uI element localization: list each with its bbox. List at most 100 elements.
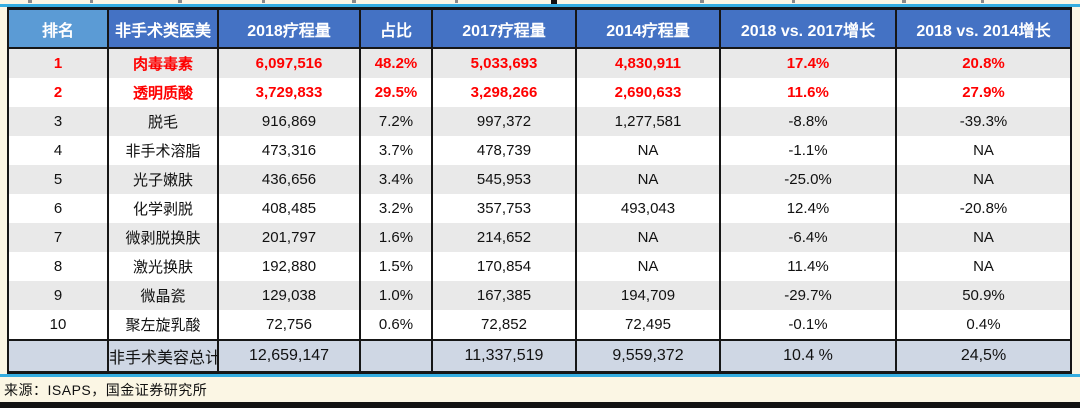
source-note: 来源：ISAPS，国金证券研究所 bbox=[4, 382, 208, 398]
total-cell-2014-volume: 9,559,372 bbox=[575, 339, 721, 373]
cell-growth-2018-vs-2017: 11.4% bbox=[719, 252, 897, 281]
cell-rank: 10 bbox=[7, 310, 109, 340]
cell-growth-2018-vs-2014: 27.9% bbox=[895, 78, 1072, 107]
total-cell-procedure-name: 非手术美容总计 bbox=[107, 339, 219, 373]
cell-share: 29.5% bbox=[359, 78, 433, 107]
cell-2017-volume: 72,852 bbox=[431, 310, 577, 340]
cell-2017-volume: 545,953 bbox=[431, 165, 577, 194]
cell-2014-volume: 1,277,581 bbox=[575, 107, 721, 136]
cell-2014-volume: 194,709 bbox=[575, 281, 721, 310]
cell-growth-2018-vs-2014: NA bbox=[895, 136, 1072, 165]
cell-2017-volume: 997,372 bbox=[431, 107, 577, 136]
total-cell-2017-volume: 11,337,519 bbox=[431, 339, 577, 373]
cell-procedure-name: 透明质酸 bbox=[107, 78, 219, 107]
cell-growth-2018-vs-2017: -25.0% bbox=[719, 165, 897, 194]
cell-procedure-name: 肉毒毒素 bbox=[107, 48, 219, 78]
cropped-title-remnant bbox=[981, 0, 984, 3]
cell-2017-volume: 214,652 bbox=[431, 223, 577, 252]
cell-procedure-name: 脱毛 bbox=[107, 107, 219, 136]
cell-procedure-name: 聚左旋乳酸 bbox=[107, 310, 219, 340]
cropped-title-remnant bbox=[792, 0, 795, 3]
cropped-title-remnant bbox=[90, 0, 93, 3]
cell-growth-2018-vs-2014: NA bbox=[895, 252, 1072, 281]
table-row: 10 聚左旋乳酸 72,756 0.6% 72,852 72,495 -0.1% 0.4% bbox=[7, 310, 1072, 340]
cell-2017-volume: 478,739 bbox=[431, 136, 577, 165]
cell-2017-volume: 170,854 bbox=[431, 252, 577, 281]
total-cell-growth-2018-vs-2014: 24,5% bbox=[895, 339, 1072, 373]
cell-2017-volume: 5,033,693 bbox=[431, 48, 577, 78]
cropped-title-remnant bbox=[455, 0, 458, 3]
table-row: 7 微剥脱换肤 201,797 1.6% 214,652 NA -6.4% NA bbox=[7, 223, 1072, 252]
cell-rank: 5 bbox=[7, 165, 109, 194]
cell-2014-volume: 4,830,911 bbox=[575, 48, 721, 78]
column-header-procedure-name: 非手术类医美 bbox=[107, 8, 219, 49]
non-surgical-procedures-table: 排名 非手术类医美 2018疗程量 占比 2017疗程量 2014疗程量 2018 vs. … bbox=[7, 7, 1072, 374]
cell-growth-2018-vs-2017: -8.8% bbox=[719, 107, 897, 136]
cell-2014-volume: NA bbox=[575, 165, 721, 194]
cell-2014-volume: 2,690,633 bbox=[575, 78, 721, 107]
cell-2018-volume: 72,756 bbox=[217, 310, 361, 340]
cell-growth-2018-vs-2014: -39.3% bbox=[895, 107, 1072, 136]
table-row: 6 化学剥脱 408,485 3.2% 357,753 493,043 12.4% -20.8… bbox=[7, 194, 1072, 223]
bottom-bar bbox=[0, 402, 1080, 408]
cropped-title-remnant bbox=[352, 0, 356, 3]
cell-procedure-name: 化学剥脱 bbox=[107, 194, 219, 223]
column-header-2017-volume: 2017疗程量 bbox=[431, 8, 577, 49]
cell-share: 0.6% bbox=[359, 310, 433, 340]
cell-growth-2018-vs-2017: 12.4% bbox=[719, 194, 897, 223]
cell-procedure-name: 微晶瓷 bbox=[107, 281, 219, 310]
column-header-2018-volume: 2018疗程量 bbox=[217, 8, 361, 49]
cell-share: 3.2% bbox=[359, 194, 433, 223]
cell-growth-2018-vs-2014: 50.9% bbox=[895, 281, 1072, 310]
cell-2018-volume: 192,880 bbox=[217, 252, 361, 281]
cell-procedure-name: 激光换肤 bbox=[107, 252, 219, 281]
cell-growth-2018-vs-2017: 17.4% bbox=[719, 48, 897, 78]
cell-growth-2018-vs-2017: -0.1% bbox=[719, 310, 897, 340]
cell-procedure-name: 非手术溶脂 bbox=[107, 136, 219, 165]
cell-2018-volume: 3,729,833 bbox=[217, 78, 361, 107]
cell-rank: 3 bbox=[7, 107, 109, 136]
total-cell-rank bbox=[7, 339, 109, 373]
cell-share: 1.5% bbox=[359, 252, 433, 281]
cell-growth-2018-vs-2014: -20.8% bbox=[895, 194, 1072, 223]
cell-share: 48.2% bbox=[359, 48, 433, 78]
cell-growth-2018-vs-2014: 20.8% bbox=[895, 48, 1072, 78]
cell-2018-volume: 473,316 bbox=[217, 136, 361, 165]
column-header-growth-2018-vs-2017: 2018 vs. 2017增长 bbox=[719, 8, 897, 49]
cropped-title-remnant bbox=[551, 0, 557, 4]
cell-growth-2018-vs-2017: -29.7% bbox=[719, 281, 897, 310]
total-cell-growth-2018-vs-2017: 10.4 % bbox=[719, 339, 897, 373]
cell-2014-volume: 72,495 bbox=[575, 310, 721, 340]
cell-2014-volume: 493,043 bbox=[575, 194, 721, 223]
cropped-title-remnant bbox=[262, 0, 265, 3]
cell-2018-volume: 916,869 bbox=[217, 107, 361, 136]
cell-share: 1.6% bbox=[359, 223, 433, 252]
table-row: 8 激光换肤 192,880 1.5% 170,854 NA 11.4% NA bbox=[7, 252, 1072, 281]
column-header-share: 占比 bbox=[359, 8, 433, 49]
cell-growth-2018-vs-2017: -1.1% bbox=[719, 136, 897, 165]
cell-2018-volume: 408,485 bbox=[217, 194, 361, 223]
cell-2014-volume: NA bbox=[575, 223, 721, 252]
cropped-title-remnant bbox=[902, 0, 906, 3]
bottom-accent-line bbox=[0, 374, 1080, 377]
cell-rank: 1 bbox=[7, 48, 109, 78]
cell-2018-volume: 6,097,516 bbox=[217, 48, 361, 78]
table-row: 9 微晶瓷 129,038 1.0% 167,385 194,709 -29.7% 50.9% bbox=[7, 281, 1072, 310]
table-row: 3 脱毛 916,869 7.2% 997,372 1,277,581 -8.8% -39.3… bbox=[7, 107, 1072, 136]
cell-2014-volume: NA bbox=[575, 136, 721, 165]
table-header-row: 排名 非手术类医美 2018疗程量 占比 2017疗程量 2014疗程量 2018 vs. … bbox=[7, 8, 1072, 49]
cell-growth-2018-vs-2014: NA bbox=[895, 223, 1072, 252]
cropped-title-remnant bbox=[178, 0, 182, 3]
cell-share: 3.7% bbox=[359, 136, 433, 165]
top-accent-line bbox=[0, 4, 1080, 7]
cell-rank: 9 bbox=[7, 281, 109, 310]
cell-2014-volume: NA bbox=[575, 252, 721, 281]
cell-share: 3.4% bbox=[359, 165, 433, 194]
column-header-2014-volume: 2014疗程量 bbox=[575, 8, 721, 49]
cell-growth-2018-vs-2017: 11.6% bbox=[719, 78, 897, 107]
cell-procedure-name: 光子嫩肤 bbox=[107, 165, 219, 194]
cell-rank: 6 bbox=[7, 194, 109, 223]
column-header-growth-2018-vs-2014: 2018 vs. 2014增长 bbox=[895, 8, 1072, 49]
cell-share: 1.0% bbox=[359, 281, 433, 310]
table-row: 2 透明质酸 3,729,833 29.5% 3,298,266 2,690,633 11.… bbox=[7, 78, 1072, 107]
